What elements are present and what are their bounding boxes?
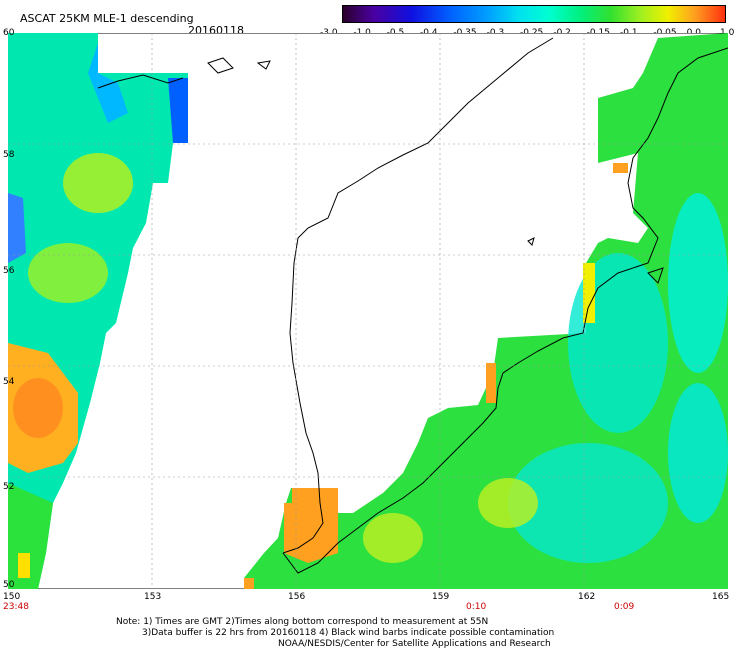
lat-label-50: 50 <box>3 580 15 590</box>
lat-label-52: 52 <box>3 482 15 492</box>
lat-label-54: 54 <box>3 377 15 387</box>
lat-label-58: 58 <box>3 150 15 160</box>
lon-label-153: 153 <box>144 592 162 602</box>
coastline <box>97 37 728 574</box>
lon-label-150: 150 <box>3 592 21 602</box>
lon-label-159: 159 <box>432 592 450 602</box>
lat-label-60: 60 <box>3 28 15 38</box>
map-panel <box>8 33 728 589</box>
time-mid: 0:10 <box>466 602 487 612</box>
lon-label-162: 162 <box>578 592 596 602</box>
lat-label-56: 56 <box>3 266 15 276</box>
note-line-1: Note: 1) Times are GMT 2)Times along bot… <box>116 617 489 627</box>
lon-label-156: 156 <box>288 592 306 602</box>
product-title: ASCAT 25KM MLE-1 descending <box>20 12 194 25</box>
note-line-3: NOAA/NESDIS/Center for Satellite Applica… <box>278 639 551 649</box>
time-left: 23:48 <box>3 602 29 612</box>
grid <box>8 33 728 589</box>
note-line-2: 3)Data buffer is 22 hrs from 20160118 4)… <box>142 628 555 638</box>
colorbar <box>342 5 726 23</box>
left-swath <box>8 33 188 589</box>
time-right: 0:09 <box>614 602 635 612</box>
bottom-swath <box>244 33 728 589</box>
lon-label-165: 165 <box>712 592 730 602</box>
